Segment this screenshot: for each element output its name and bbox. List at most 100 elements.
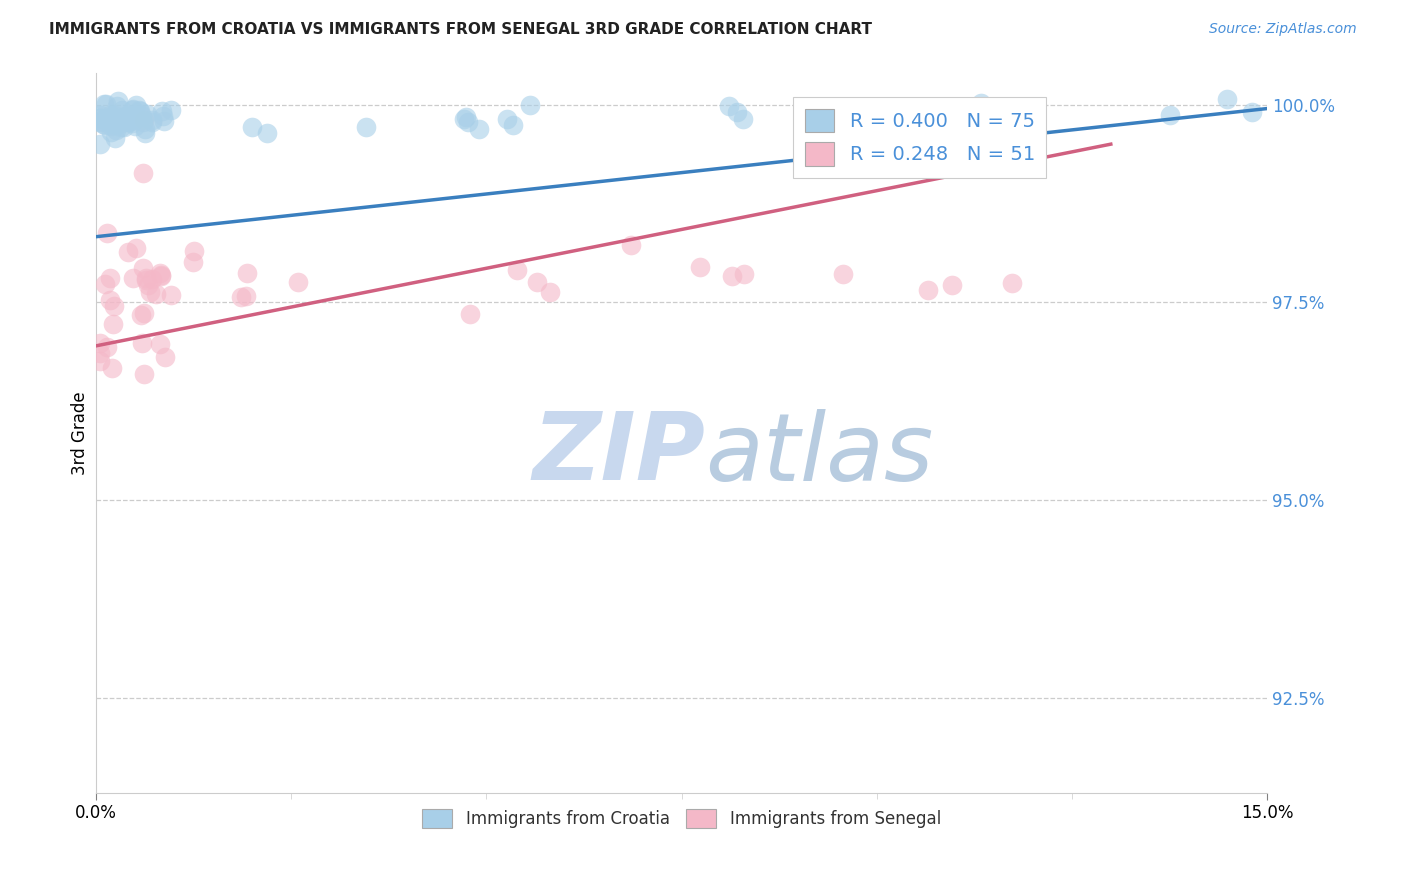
- Point: [134, 126, 156, 140]
- Point: [519, 98, 541, 112]
- Point: [94, 118, 117, 132]
- Point: [139, 285, 162, 300]
- Point: [110, 120, 132, 134]
- Point: [100, 110, 122, 124]
- Point: [104, 130, 127, 145]
- Point: [135, 273, 157, 287]
- Point: [910, 100, 932, 114]
- Point: [118, 114, 141, 128]
- Point: [111, 103, 134, 117]
- Point: [91, 117, 114, 131]
- Point: [132, 261, 155, 276]
- Point: [159, 103, 181, 118]
- Point: [141, 115, 163, 129]
- Point: [129, 104, 152, 119]
- Point: [96, 113, 118, 128]
- Point: [103, 299, 125, 313]
- Y-axis label: 3rd Grade: 3rd Grade: [72, 391, 89, 475]
- Point: [1004, 112, 1026, 126]
- Point: [131, 109, 153, 123]
- Point: [229, 290, 252, 304]
- Point: [526, 276, 548, 290]
- Point: [89, 115, 111, 129]
- Point: [134, 368, 156, 382]
- Point: [1240, 105, 1263, 120]
- Point: [183, 244, 205, 258]
- Point: [94, 277, 117, 291]
- Point: [120, 109, 142, 123]
- Point: [118, 114, 141, 128]
- Point: [287, 275, 309, 289]
- Point: [725, 104, 748, 119]
- Point: [941, 278, 963, 293]
- Point: [183, 254, 205, 268]
- Point: [453, 112, 475, 126]
- Point: [89, 346, 111, 360]
- Point: [155, 350, 177, 364]
- Point: [1001, 276, 1024, 290]
- Point: [96, 340, 118, 354]
- Point: [505, 263, 527, 277]
- Point: [844, 106, 866, 120]
- Point: [128, 103, 150, 117]
- Point: [89, 111, 111, 125]
- Point: [100, 125, 122, 139]
- Point: [105, 112, 128, 127]
- Point: [354, 120, 377, 135]
- Point: [132, 112, 155, 127]
- Point: [150, 268, 173, 283]
- Point: [112, 120, 135, 134]
- Point: [149, 268, 172, 283]
- Point: [111, 111, 134, 125]
- Point: [124, 242, 146, 256]
- Point: [114, 109, 136, 123]
- Point: [153, 113, 176, 128]
- Point: [117, 245, 139, 260]
- Point: [96, 227, 118, 241]
- Point: [969, 96, 991, 111]
- Point: [131, 335, 153, 350]
- Point: [460, 307, 482, 321]
- Point: [136, 278, 159, 293]
- Point: [145, 287, 167, 301]
- Point: [103, 117, 125, 131]
- Point: [94, 97, 117, 112]
- Point: [98, 108, 121, 122]
- Point: [160, 288, 183, 302]
- Point: [121, 115, 143, 129]
- Point: [89, 111, 111, 125]
- Point: [121, 103, 143, 117]
- Point: [135, 271, 157, 285]
- Point: [129, 308, 152, 322]
- Point: [135, 107, 157, 121]
- Point: [124, 112, 146, 127]
- Point: [100, 360, 122, 375]
- Point: [134, 306, 156, 320]
- Point: [100, 119, 122, 133]
- Point: [125, 98, 148, 112]
- Point: [105, 116, 128, 130]
- Point: [733, 267, 755, 281]
- Point: [132, 166, 155, 180]
- Point: [121, 271, 143, 285]
- Point: [457, 115, 479, 129]
- Point: [1159, 108, 1181, 122]
- Point: [149, 266, 172, 280]
- Point: [152, 109, 174, 123]
- Point: [105, 123, 128, 137]
- Point: [89, 336, 111, 351]
- Point: [454, 110, 477, 124]
- Point: [98, 293, 121, 307]
- Point: [149, 337, 172, 351]
- Point: [620, 238, 643, 252]
- Point: [256, 126, 278, 140]
- Point: [917, 283, 939, 297]
- Point: [105, 99, 128, 113]
- Text: atlas: atlas: [704, 409, 934, 500]
- Point: [240, 120, 263, 134]
- Point: [93, 97, 115, 112]
- Point: [832, 267, 855, 281]
- Point: [502, 119, 524, 133]
- Point: [89, 136, 111, 151]
- Point: [721, 269, 744, 284]
